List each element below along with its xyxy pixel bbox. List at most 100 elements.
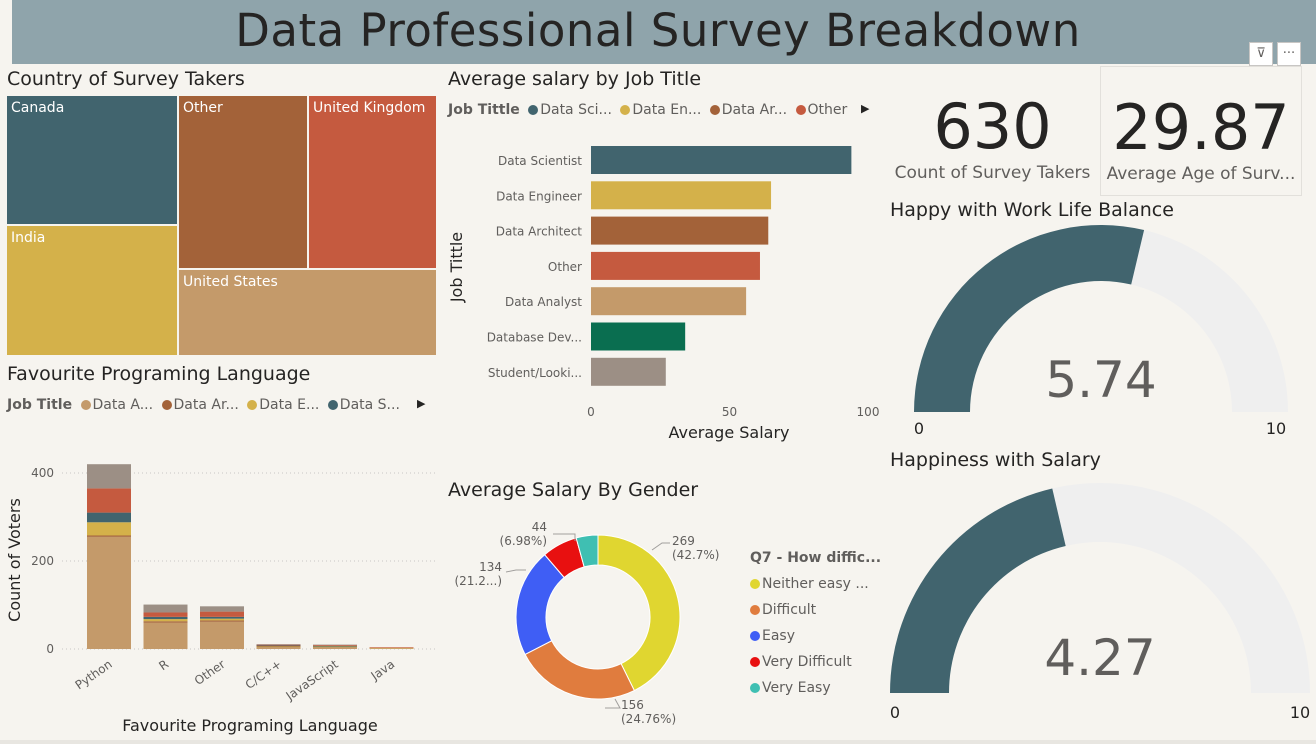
bar-segment (256, 646, 301, 649)
legend-item[interactable]: Neither easy ... (750, 571, 881, 597)
bar (591, 216, 769, 245)
legend-item[interactable]: Data En... (616, 102, 701, 118)
legend-label: Data A... (92, 397, 154, 413)
legend-item[interactable]: Data Ar... (158, 397, 239, 413)
legend-title: Q7 - How diffic... (750, 550, 882, 566)
bar-segment (143, 612, 188, 617)
bar-segment (87, 536, 131, 649)
treemap-tile-united-states[interactable]: United States (178, 269, 437, 356)
legend-item[interactable]: Difficult (750, 597, 881, 623)
legend-dot (528, 105, 539, 115)
legend-next-arrow-icon[interactable]: ▶ (417, 397, 426, 410)
x-tick-label: 100 (857, 405, 880, 419)
count-value: 630 (933, 90, 1052, 163)
bar-segment (200, 606, 244, 612)
bar-segment (256, 644, 301, 646)
worklife-gauge: 5.74 0 10 (914, 225, 1288, 438)
y-tick-label: 200 (31, 554, 54, 568)
bar (591, 251, 760, 280)
legend-item[interactable]: Data Sci... (524, 102, 612, 118)
treemap-tile-united-kingdom[interactable]: United Kingdom (308, 95, 437, 269)
legend-item[interactable]: Data S... (324, 397, 400, 413)
x-tick-label: Other (192, 657, 228, 688)
legend-item[interactable]: Other (792, 102, 847, 118)
slice-label-percent: (42.7%) (672, 548, 719, 562)
donut-slice (575, 534, 599, 568)
bar-segment (143, 604, 188, 613)
legend-label: Data E... (259, 397, 320, 413)
treemap-tile-other[interactable]: Other (178, 95, 308, 269)
bar (591, 357, 666, 386)
gender-chart-title: Average Salary By Gender (448, 479, 699, 501)
y-tick-label: Database Dev... (487, 331, 582, 345)
more-options-icon[interactable]: ··· (1277, 42, 1301, 66)
filter-icon[interactable]: ⊽ (1249, 42, 1273, 66)
label-leader-line (651, 542, 670, 551)
page-title: Data Professional Survey Breakdown (235, 4, 1081, 57)
y-tick-label: Data Engineer (496, 189, 582, 203)
gauge-value: 4.27 (1044, 629, 1155, 687)
count-card: 630 Count of Survey Takers (890, 68, 1095, 193)
legend-item[interactable]: Data A... (77, 397, 154, 413)
legend-label: Very Difficult (762, 654, 852, 670)
bar-segment (313, 644, 357, 646)
gauge-min-label: 0 (914, 419, 924, 438)
count-label: Count of Survey Takers (894, 163, 1091, 183)
y-tick-label: 400 (31, 466, 54, 480)
legend-item[interactable]: Data E... (243, 397, 319, 413)
bar-segment (313, 646, 357, 647)
bar-segment (200, 611, 244, 617)
bar-segment (313, 645, 357, 647)
legend-dot (247, 400, 258, 410)
bar-segment (87, 464, 131, 489)
y-tick-label: Data Architect (496, 225, 583, 239)
legend-label: Data Sci... (540, 102, 612, 118)
legend-item[interactable]: Easy (750, 623, 881, 649)
slice-label-value: 44 (532, 520, 547, 534)
bottom-scrollbar[interactable] (0, 740, 1316, 744)
legend-dot (750, 657, 760, 667)
legend-dot (709, 105, 720, 115)
y-tick-label: 0 (46, 642, 54, 656)
gauge-max-label: 10 (1290, 703, 1310, 720)
donut-slice (524, 640, 635, 700)
language-legend: Job Title Data A... Data Ar... Data E...… (7, 397, 400, 413)
tile-label: United States (183, 274, 278, 290)
bar-segment (200, 616, 244, 619)
x-axis-title: Average Salary (668, 423, 789, 442)
x-tick-label: R (156, 657, 171, 673)
x-tick-label: Java (368, 657, 398, 684)
bar-segment (369, 647, 414, 649)
legend-next-arrow-icon[interactable]: ▶ (861, 102, 870, 115)
bar-segment (369, 647, 414, 648)
slice-label-value: 156 (621, 698, 644, 712)
legend-label: Data Ar... (721, 102, 788, 118)
legend-dot (620, 105, 631, 115)
language-stacked-bar-chart: 0 200 400 Python R Other C/C++ JavaScript Java Fa… (5, 464, 437, 735)
salary-by-job-bar-chart: Data Scientist Data Engineer Data Architec… (447, 146, 880, 442)
tile-label: United Kingdom (313, 100, 426, 116)
legend-item[interactable]: Very Easy (750, 675, 881, 701)
bar-segment (87, 522, 131, 536)
bar-segment (87, 488, 131, 513)
treemap-tile-india[interactable]: India (6, 225, 178, 356)
legend-item[interactable]: Very Difficult (750, 649, 881, 675)
bar-segment (143, 616, 188, 620)
bar-segment (143, 621, 188, 623)
treemap-tile-canada[interactable]: Canada (6, 95, 178, 225)
legend-title: Job Title (7, 397, 73, 413)
bar-segment (200, 618, 244, 621)
bar (591, 322, 686, 351)
bar-segment (87, 535, 131, 537)
legend-label: Data Ar... (173, 397, 239, 413)
salary-job-legend: Job Tittle Data Sci... Data En... Data A… (448, 102, 847, 118)
bar-segment (200, 620, 244, 622)
bar-segment (143, 622, 188, 649)
tile-label: India (11, 230, 46, 246)
legend-item[interactable]: Data Ar... (706, 102, 787, 118)
legend-label: Easy (762, 628, 796, 644)
age-value: 29.87 (1112, 91, 1290, 164)
y-axis-title: Count of Voters (5, 498, 24, 622)
salary-happiness-gauge: 4.27 0 10 (890, 483, 1310, 720)
x-tick-label: C/C++ (243, 657, 285, 692)
